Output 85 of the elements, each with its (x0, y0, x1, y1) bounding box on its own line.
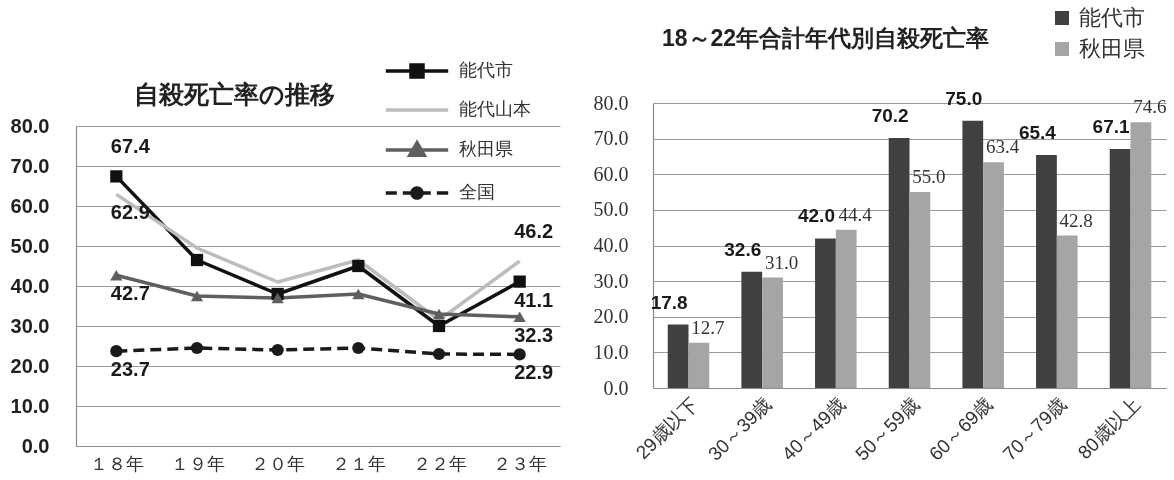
x-tick-label: 80歳以上 (1073, 393, 1144, 464)
chart-title: 自殺死亡率の推移 (134, 81, 335, 108)
bar (1109, 148, 1131, 388)
data-label: 42.0 (797, 205, 835, 227)
x-tick-label: ２０年 (251, 453, 306, 474)
y-tick-label: 60.0 (593, 162, 629, 185)
point (513, 275, 526, 288)
data-label: 32.3 (514, 323, 554, 346)
bar (667, 324, 689, 388)
point (513, 348, 526, 361)
data-label: 42.7 (110, 282, 150, 305)
point (352, 288, 365, 300)
x-tick-label: １８年 (89, 453, 144, 474)
data-label: 63.4 (985, 136, 1020, 158)
x-tick-label: 50～59歳 (851, 393, 923, 465)
y-tick-label: 50.0 (593, 198, 629, 221)
x-tick-label: 29歳以下 (631, 393, 702, 464)
x-tick-label: ２１年 (331, 453, 386, 474)
point (190, 253, 204, 267)
y-tick-label: 40.0 (10, 274, 50, 297)
data-label: 70.2 (871, 104, 909, 126)
point (271, 343, 284, 357)
data-label: 32.6 (724, 238, 762, 260)
point (110, 345, 123, 358)
y-tick-label: 40.0 (593, 234, 629, 256)
point (432, 347, 446, 361)
point (190, 341, 204, 355)
data-label: 41.1 (514, 288, 554, 311)
legend-label: 全国 (459, 182, 495, 202)
point (190, 290, 204, 302)
data-label: 74.6 (1133, 96, 1167, 118)
legend-label: 秋田県 (459, 139, 513, 159)
y-tick-label: 0.0 (603, 376, 629, 399)
data-label: 17.8 (650, 291, 688, 313)
y-tick-label: 30.0 (10, 314, 50, 337)
legend-label: 能代市 (1079, 5, 1145, 30)
point (352, 341, 365, 355)
bar (815, 238, 836, 388)
x-tick-label: 70～79歳 (998, 393, 1071, 465)
data-label: 12.7 (691, 316, 725, 338)
data-label: 65.4 (1018, 122, 1057, 144)
y-tick-label: 30.0 (593, 269, 629, 292)
point (513, 311, 526, 323)
y-tick-label: 10.0 (593, 340, 629, 363)
data-label: 75.0 (945, 87, 983, 109)
data-label: 55.0 (912, 166, 946, 188)
y-tick-label: 70.0 (10, 154, 50, 177)
x-tick-label: 40～49歳 (777, 393, 850, 465)
bar (888, 137, 910, 388)
bar (741, 271, 763, 388)
y-tick-label: 20.0 (10, 354, 50, 377)
point (110, 269, 123, 281)
point (432, 319, 446, 333)
data-label: 31.0 (764, 251, 799, 273)
data-label: 22.9 (514, 361, 554, 384)
y-tick-label: 70.0 (593, 127, 629, 150)
y-tick-label: 50.0 (10, 234, 50, 257)
bar (1036, 155, 1057, 388)
x-tick-label: 60～69歳 (924, 393, 997, 465)
data-label: 46.2 (514, 220, 554, 243)
chart-title: 18～22年合計年代別自殺死亡率 (662, 25, 990, 51)
data-label: 62.9 (110, 201, 150, 224)
y-tick-label: 80.0 (10, 114, 50, 137)
y-tick-label: 80.0 (593, 91, 629, 114)
legend-label: 能代市 (459, 60, 513, 80)
y-tick-label: 0.0 (21, 434, 50, 457)
point (271, 292, 284, 304)
data-label: 67.1 (1092, 115, 1131, 137)
y-tick-label: 20.0 (593, 305, 629, 328)
y-tick-label: 60.0 (10, 194, 50, 217)
data-label: 44.4 (838, 203, 873, 225)
x-tick-label: １９年 (170, 453, 225, 474)
data-label: 42.8 (1059, 209, 1093, 231)
legend-label: 能代山本 (459, 99, 531, 119)
bar (962, 120, 984, 388)
data-label: 67.4 (110, 135, 151, 158)
point (352, 259, 365, 273)
x-tick-label: 30～39歳 (703, 393, 776, 465)
y-tick-label: 10.0 (10, 394, 50, 417)
x-tick-label: ２２年 (412, 453, 467, 474)
legend-label: 秋田県 (1079, 36, 1145, 61)
x-tick-label: ２３年 (493, 453, 548, 474)
point (110, 170, 123, 183)
point (432, 308, 446, 320)
data-label: 23.7 (110, 358, 150, 381)
